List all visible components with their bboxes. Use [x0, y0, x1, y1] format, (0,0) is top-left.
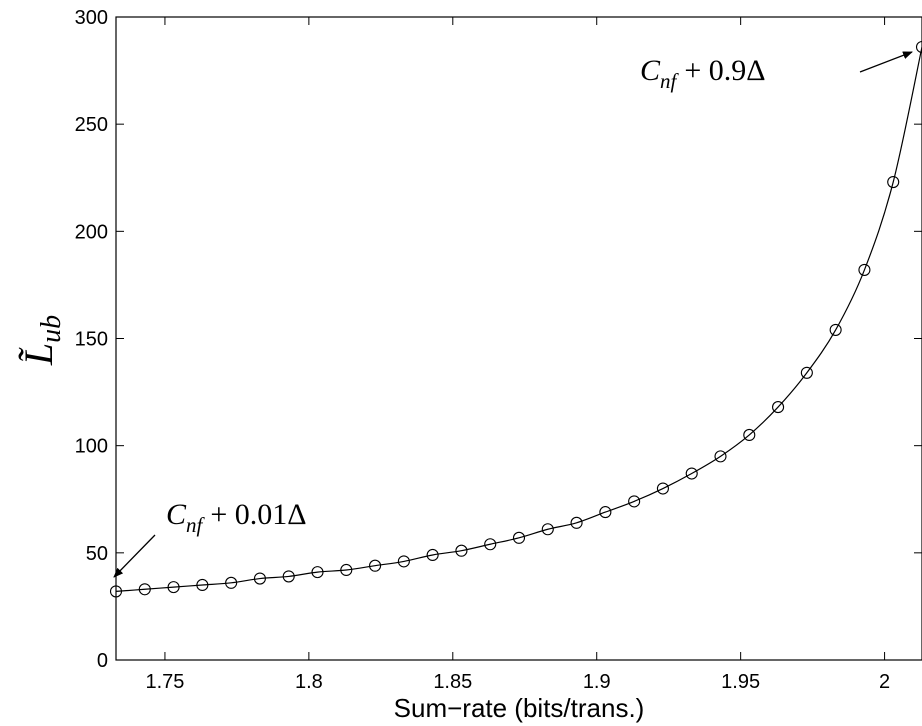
y-axis-label: L̃ub — [16, 315, 67, 366]
data-point — [800, 366, 813, 379]
x-tick-label: 1.9 — [583, 671, 611, 693]
annotation-start-subscript: nf — [186, 513, 206, 537]
data-point — [829, 323, 842, 336]
annotation-start: Cnf + 0.01Δ — [113, 498, 307, 578]
data-point — [915, 40, 922, 54]
y-tick-label: 150 — [75, 329, 108, 351]
annotation-end: Cnf + 0.9Δ — [640, 51, 913, 93]
y-tick-label: 100 — [75, 436, 108, 458]
data-point — [340, 563, 353, 577]
data-point — [685, 467, 698, 480]
data-point — [426, 548, 439, 562]
data-point — [455, 544, 468, 557]
data-point — [541, 523, 554, 536]
x-tick-label: 1.8 — [295, 671, 323, 693]
y-tick-label: 200 — [75, 221, 108, 243]
svg-text:L̃ub: L̃ub — [16, 315, 67, 366]
data-layer — [109, 40, 922, 598]
x-tick-label: 1.95 — [721, 671, 760, 693]
data-point — [369, 559, 382, 572]
y-tick-label: 0 — [97, 650, 108, 672]
annotation-start-rest: + 0.01Δ — [210, 498, 306, 531]
data-point — [138, 583, 151, 596]
data-point — [253, 572, 266, 585]
x-axis-label: Sum−rate (bits/trans.) — [394, 693, 645, 723]
data-point — [714, 450, 727, 463]
data-point — [656, 482, 669, 495]
annotation-start-base: C — [166, 498, 187, 531]
y-tick-label: 300 — [75, 7, 108, 29]
data-point — [397, 555, 410, 568]
data-point — [282, 570, 295, 583]
data-point — [196, 578, 209, 592]
data-point — [628, 495, 641, 508]
series-line — [115, 46, 922, 593]
data-point — [167, 581, 180, 594]
svg-text:Cnf+ 0.9Δ: Cnf + 0.9Δ — [640, 54, 766, 93]
data-point — [570, 516, 583, 529]
y-axis-subscript: ub — [36, 315, 67, 343]
annotation-end-arrow — [859, 51, 913, 73]
data-point — [311, 566, 324, 579]
y-tick-label: 250 — [75, 114, 108, 136]
data-point — [599, 506, 612, 519]
x-tick-label: 2 — [879, 671, 890, 693]
data-point — [484, 538, 497, 551]
data-point — [512, 531, 526, 544]
y-tick-label: 50 — [86, 543, 108, 565]
svg-text:Cnf+ 0.01Δ: Cnf + 0.01Δ — [166, 498, 307, 537]
annotation-start-arrow — [113, 534, 156, 578]
data-point — [887, 175, 900, 189]
x-tick-label: 1.75 — [145, 671, 184, 693]
x-tick-label: 1.85 — [433, 671, 472, 693]
data-point — [743, 428, 756, 442]
annotation-end-rest: + 0.9Δ — [684, 54, 765, 87]
plot-frame — [115, 16, 922, 661]
data-point — [858, 263, 871, 276]
axis-ticks: 1.75 1.8 1.85 1.9 1.95 2 0 50 100 150 200 250 300 — [75, 7, 922, 693]
annotation-end-base: C — [640, 54, 661, 87]
annotation-end-subscript: nf — [660, 69, 680, 93]
y-axis-symbol: L̃ — [16, 343, 61, 366]
data-point — [109, 585, 123, 598]
data-point — [225, 576, 238, 589]
data-point — [772, 401, 785, 414]
